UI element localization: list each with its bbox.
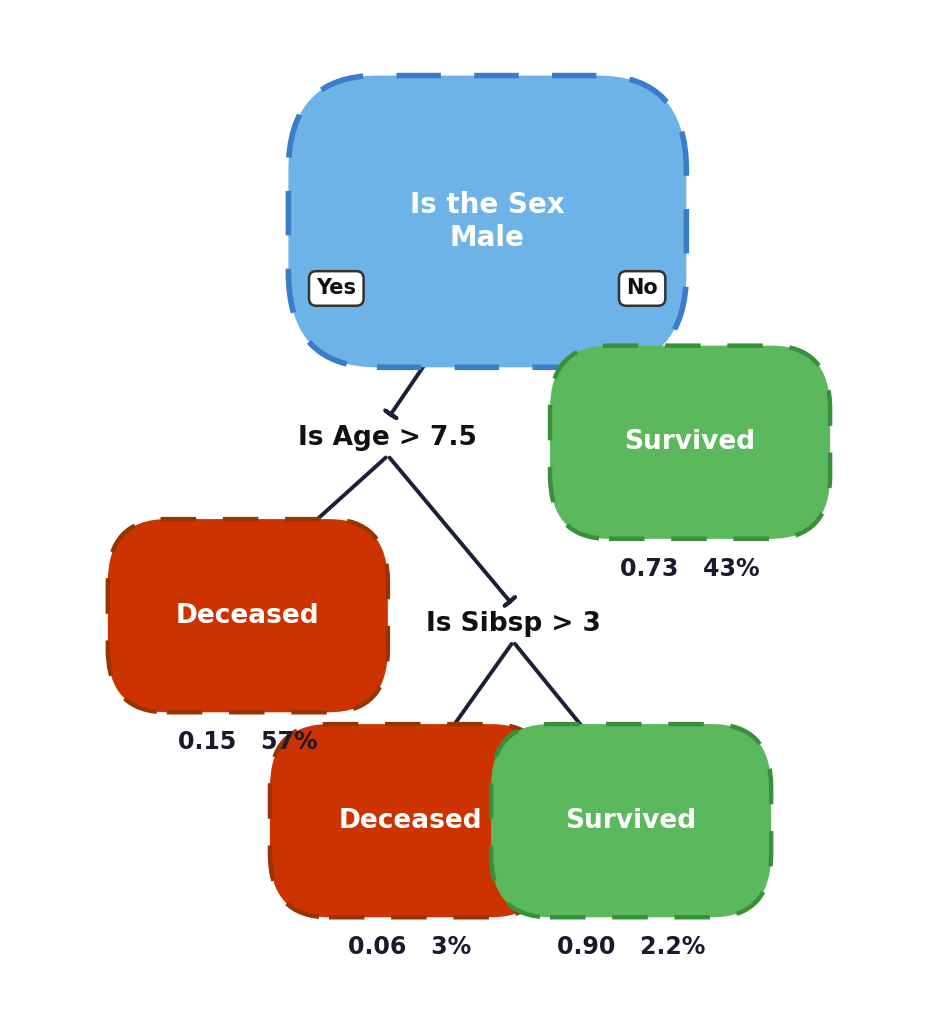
- Text: Survived: Survived: [566, 808, 697, 834]
- Text: Is the Sex
Male: Is the Sex Male: [410, 191, 565, 252]
- FancyBboxPatch shape: [550, 346, 830, 539]
- FancyBboxPatch shape: [107, 519, 388, 713]
- Text: 0.15   57%: 0.15 57%: [178, 730, 318, 755]
- Text: 0.06   3%: 0.06 3%: [348, 935, 472, 959]
- Text: Is Age > 7.5: Is Age > 7.5: [299, 425, 477, 452]
- Text: 0.73   43%: 0.73 43%: [620, 557, 760, 581]
- Text: Yes: Yes: [317, 279, 357, 298]
- Text: Deceased: Deceased: [339, 808, 482, 834]
- FancyBboxPatch shape: [288, 76, 687, 368]
- Text: No: No: [627, 279, 658, 298]
- Text: 0.90   2.2%: 0.90 2.2%: [557, 935, 706, 959]
- Text: Deceased: Deceased: [176, 603, 320, 629]
- Text: Survived: Survived: [625, 429, 756, 456]
- Text: Is Sibsp > 3: Is Sibsp > 3: [426, 610, 601, 637]
- FancyBboxPatch shape: [491, 724, 771, 918]
- FancyBboxPatch shape: [270, 724, 550, 918]
